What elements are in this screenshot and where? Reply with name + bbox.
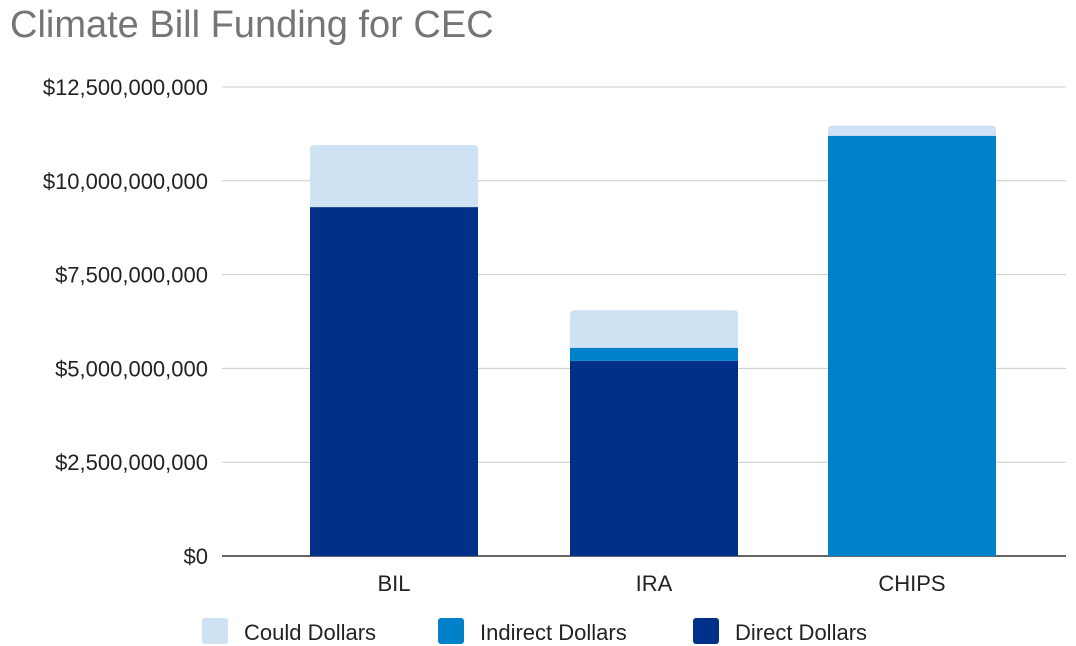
bar-bil-direct-dollars [310, 207, 478, 556]
chart-title: Climate Bill Funding for CEC [10, 4, 494, 46]
x-tick-label: BIL [377, 571, 410, 596]
y-tick-label: $0 [184, 544, 208, 569]
x-tick-label: CHIPS [878, 571, 945, 596]
bar-chips-indirect-dollars [828, 135, 996, 556]
bar-bil-could-dollars [310, 145, 478, 208]
y-tick-label: $5,000,000,000 [55, 356, 208, 381]
legend-label-indirect-dollars: Indirect Dollars [480, 620, 627, 645]
bar-ira-indirect-dollars [570, 347, 738, 361]
legend-swatch-could-dollars [202, 618, 228, 644]
bar-ira-could-dollars [570, 310, 738, 348]
y-tick-label: $7,500,000,000 [55, 263, 208, 288]
bar-ira-direct-dollars [570, 360, 738, 556]
bar-chips-could-dollars [828, 125, 996, 136]
legend-label-could-dollars: Could Dollars [244, 620, 376, 645]
y-tick-label: $12,500,000,000 [43, 75, 208, 100]
legend-label-direct-dollars: Direct Dollars [735, 620, 867, 645]
legend-swatch-indirect-dollars [438, 618, 464, 644]
y-tick-label: $10,000,000,000 [43, 169, 208, 194]
y-tick-label: $2,500,000,000 [55, 450, 208, 475]
legend-swatch-direct-dollars [693, 618, 719, 644]
x-tick-label: IRA [636, 571, 673, 596]
